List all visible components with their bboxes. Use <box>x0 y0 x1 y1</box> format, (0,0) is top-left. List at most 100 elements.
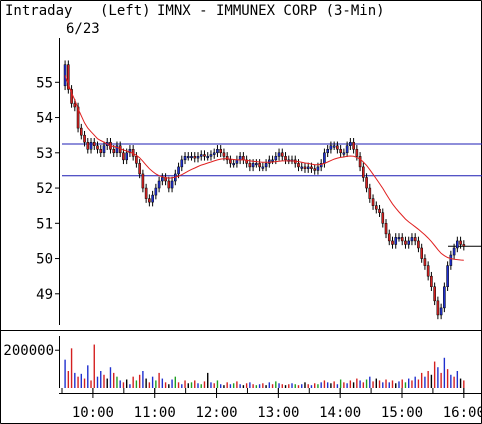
candle-body <box>73 103 77 108</box>
candle-body <box>362 166 365 178</box>
candle-body <box>329 145 333 150</box>
candle-body <box>79 127 83 136</box>
time-tick-label: 14:00 <box>319 405 361 421</box>
candle-body <box>313 168 317 171</box>
candle-body <box>326 149 329 154</box>
candle-body <box>96 145 99 150</box>
candle-body <box>316 166 320 171</box>
candle-body <box>70 89 73 104</box>
candle-body <box>410 237 414 242</box>
candle-body <box>144 187 148 199</box>
candle-body <box>157 180 161 189</box>
candle-body <box>63 64 67 87</box>
time-tick-label: 10:00 <box>72 405 114 421</box>
candle-body <box>306 166 310 169</box>
candle-body <box>251 163 255 168</box>
candle-body <box>112 149 116 154</box>
candle-body <box>284 156 287 161</box>
candle-body <box>452 247 456 256</box>
session-date: 6/23 <box>66 21 100 37</box>
candle-body <box>222 152 226 157</box>
candle-body <box>339 149 342 154</box>
candle-body <box>225 156 229 161</box>
candle-body <box>177 166 180 175</box>
candle-body <box>417 240 420 249</box>
candle-body <box>271 159 274 162</box>
candle-body <box>258 163 261 168</box>
volume-tick-label: 200000 <box>3 343 54 359</box>
candle-body <box>365 177 368 189</box>
candle-body <box>115 145 119 154</box>
price-tick-label: 55 <box>36 75 53 91</box>
candle-body <box>86 141 90 150</box>
candle-body <box>413 237 417 242</box>
candle-body <box>274 156 278 161</box>
candle-body <box>426 265 430 277</box>
candle-body <box>242 156 245 161</box>
axis-side-label: (Left) <box>100 3 151 19</box>
candle-body <box>439 307 443 316</box>
candle-body <box>193 156 197 159</box>
candle-body <box>141 173 145 189</box>
candle-body <box>232 163 235 166</box>
candle-body <box>436 300 440 316</box>
candle-body <box>368 187 372 199</box>
candle-body <box>186 156 190 159</box>
volume-axis: 200000 <box>3 343 60 359</box>
candle-body <box>268 159 271 164</box>
candle-body <box>212 152 216 155</box>
candle-body <box>456 240 459 249</box>
price-tick-label: 49 <box>36 287 53 303</box>
candle-body <box>303 166 307 169</box>
candle-body <box>99 149 103 154</box>
candle-body <box>261 166 265 169</box>
candle-body <box>122 152 125 161</box>
candle-body <box>443 286 446 309</box>
candle-body <box>394 237 398 245</box>
price-tick-label: 51 <box>36 216 53 232</box>
candle-body <box>203 154 206 157</box>
candle-body <box>336 145 339 150</box>
volume-bars <box>64 344 465 388</box>
candle-body <box>423 258 427 266</box>
chart-title: IMNX - IMMUNEX CORP (3-Min) <box>157 3 385 19</box>
candle-body <box>248 163 252 168</box>
candle-body <box>358 156 362 168</box>
candle-body <box>433 286 436 302</box>
candle-body <box>381 212 385 224</box>
candle-body <box>430 275 433 287</box>
candle-body <box>319 163 323 168</box>
candle-body <box>183 156 187 161</box>
candle-body <box>300 166 304 169</box>
candle-body <box>323 152 326 164</box>
candle-body <box>280 152 284 157</box>
candle-body <box>229 159 232 164</box>
time-tick-label: 12:00 <box>195 405 237 421</box>
candle-body <box>342 152 346 155</box>
candle-body <box>407 240 411 245</box>
price-tick-label: 54 <box>36 111 53 127</box>
candle-body <box>206 156 210 159</box>
candle-body <box>355 149 359 157</box>
candle-body <box>277 152 281 157</box>
candle-body <box>148 198 151 203</box>
moving-average-line <box>64 75 464 261</box>
intraday-label: Intraday <box>5 3 72 19</box>
candle-body <box>67 64 70 90</box>
reference-lines <box>62 143 482 247</box>
candle-body <box>190 156 193 159</box>
candle-body <box>199 154 203 157</box>
candle-body <box>170 180 174 189</box>
time-tick-label: 16:00 <box>443 405 482 421</box>
candlesticks <box>63 60 466 320</box>
candle-body <box>154 187 158 196</box>
candle-body <box>345 145 349 154</box>
candle-body <box>404 240 407 245</box>
candle-body <box>297 163 300 168</box>
candle-body <box>216 149 219 154</box>
candle-body <box>83 134 86 143</box>
candle-body <box>167 180 171 189</box>
time-tick-label: 13:00 <box>257 405 299 421</box>
candle-body <box>196 156 200 159</box>
